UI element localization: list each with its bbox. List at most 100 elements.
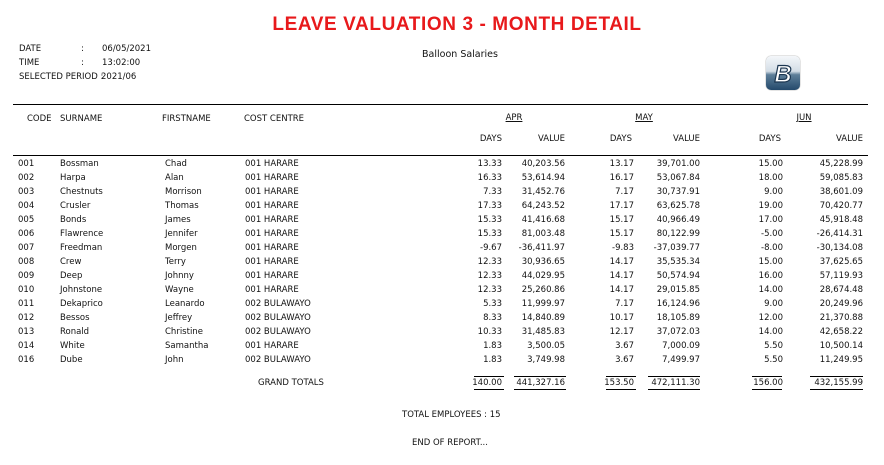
- cell-surname: Deep: [60, 271, 83, 281]
- cell-value-apr: 3,749.98: [527, 355, 565, 365]
- cell-value-apr: 53,614.94: [521, 173, 565, 183]
- cell-days-jun: 17.00: [758, 215, 783, 225]
- cell-value-apr: 64,243.52: [521, 201, 565, 211]
- cell-days-may: 7.17: [615, 299, 634, 309]
- total-employees: TOTAL EMPLOYEES : 15: [402, 410, 501, 420]
- cell-value-may: 16,124.96: [656, 299, 700, 309]
- cell-firstname: Christine: [165, 327, 203, 337]
- cell-value-may: 50,574.94: [656, 271, 700, 281]
- cell-surname: Chestnuts: [60, 187, 103, 197]
- cell-days-jun: -5.00: [761, 229, 783, 239]
- cell-value-jun: 45,918.48: [819, 215, 863, 225]
- cell-surname: Crew: [60, 257, 82, 267]
- end-of-report: END OF REPORT...: [412, 438, 488, 448]
- cell-firstname: James: [165, 215, 191, 225]
- time-value: 13:02:00: [102, 58, 141, 68]
- cell-days-may: 13.17: [609, 159, 634, 169]
- cell-firstname: Morgen: [165, 243, 197, 253]
- cell-days-apr: 1.83: [483, 355, 502, 365]
- cell-value-may: 30,737.91: [656, 187, 700, 197]
- logo-letter: B: [774, 61, 791, 88]
- cell-cost-centre: 002 BULAWAYO: [245, 327, 311, 337]
- cell-value-may: 80,122.99: [656, 229, 700, 239]
- selected-period-value: 2021/06: [101, 72, 137, 82]
- cell-days-apr: 17.33: [477, 201, 502, 211]
- cell-days-apr: 15.33: [477, 215, 502, 225]
- cell-surname: Freedman: [60, 243, 103, 253]
- cell-cost-centre: 001 HARARE: [245, 173, 299, 183]
- cell-cost-centre: 002 BULAWAYO: [245, 313, 311, 323]
- cell-days-may: -9.83: [612, 243, 634, 253]
- cell-value-jun: -26,414.31: [816, 229, 863, 239]
- cell-days-jun: 9.00: [764, 187, 783, 197]
- cell-days-apr: 7.33: [483, 187, 502, 197]
- cell-code: 004: [18, 201, 35, 211]
- cell-value-apr: 11,999.97: [521, 299, 565, 309]
- cell-value-jun: -30,134.08: [816, 243, 863, 253]
- cell-value-apr: 81,003.48: [521, 229, 565, 239]
- report-title: LEAVE VALUATION 3 - MONTH DETAIL: [272, 14, 642, 35]
- cell-surname: Bossman: [60, 159, 99, 169]
- total-value-jun: 432,155.99: [814, 378, 863, 388]
- cell-code: 002: [18, 173, 35, 183]
- cell-cost-centre: 001 HARARE: [245, 257, 299, 267]
- logo-b-icon: B: [774, 60, 793, 88]
- total-underline-days-may: [606, 389, 636, 390]
- total-rule-days-may: [606, 376, 636, 377]
- total-underline-days-jun: [752, 389, 782, 390]
- cell-days-apr: 12.33: [477, 257, 502, 267]
- cell-value-jun: 10,500.14: [819, 341, 863, 351]
- cell-surname: Dekaprico: [60, 299, 103, 309]
- cell-cost-centre: 002 BULAWAYO: [245, 299, 311, 309]
- cell-days-apr: 5.33: [483, 299, 502, 309]
- total-rule-days-apr: [474, 376, 504, 377]
- col-value-apr: VALUE: [538, 134, 565, 144]
- date-value: 06/05/2021: [102, 44, 151, 54]
- cell-cost-centre: 001 HARARE: [245, 229, 299, 239]
- cell-cost-centre: 001 HARARE: [245, 243, 299, 253]
- cell-days-apr: 10.33: [477, 327, 502, 337]
- cell-value-jun: 28,674.48: [819, 285, 863, 295]
- cell-value-apr: -36,411.97: [518, 243, 565, 253]
- cell-days-may: 3.67: [615, 355, 634, 365]
- col-days-may: DAYS: [609, 134, 632, 144]
- cell-days-apr: 12.33: [477, 271, 502, 281]
- cell-surname: Crusler: [60, 201, 91, 211]
- cell-days-may: 3.67: [615, 341, 634, 351]
- cell-value-apr: 3,500.05: [527, 341, 565, 351]
- cell-value-jun: 70,420.77: [819, 201, 863, 211]
- company-logo: B: [766, 56, 800, 90]
- cell-cost-centre: 001 HARARE: [245, 187, 299, 197]
- cell-surname: White: [60, 341, 85, 351]
- date-separator: :: [81, 44, 84, 54]
- cell-value-may: 18,105.89: [656, 313, 700, 323]
- cell-days-jun: 5.50: [764, 355, 783, 365]
- cell-value-jun: 37,625.65: [819, 257, 863, 267]
- table-row: 008 Crew Terry 001 HARARE 12.33 30,936.6…: [0, 257, 884, 271]
- cell-value-may: 7,499.97: [662, 355, 700, 365]
- cell-cost-centre: 001 HARARE: [245, 159, 299, 169]
- total-rule-days-jun: [752, 376, 782, 377]
- cell-value-may: -37,039.77: [653, 243, 700, 253]
- cell-firstname: Terry: [165, 257, 186, 267]
- cell-firstname: Chad: [165, 159, 187, 169]
- total-value-may: 472,111.30: [651, 378, 700, 388]
- time-label: TIME: [19, 58, 40, 68]
- cell-days-jun: 16.00: [758, 271, 783, 281]
- cell-value-jun: 45,228.99: [819, 159, 863, 169]
- cell-value-jun: 20,249.96: [819, 299, 863, 309]
- cell-value-jun: 38,601.09: [819, 187, 863, 197]
- cell-value-jun: 21,370.88: [819, 313, 863, 323]
- table-row: 009 Deep Johnny 001 HARARE 12.33 44,029.…: [0, 271, 884, 285]
- cell-firstname: Alan: [165, 173, 184, 183]
- col-code: CODE: [27, 114, 52, 124]
- cell-firstname: Thomas: [165, 201, 199, 211]
- cell-days-may: 12.17: [609, 327, 634, 337]
- cell-days-apr: 8.33: [483, 313, 502, 323]
- cell-value-may: 53,067.84: [656, 173, 700, 183]
- cell-cost-centre: 001 HARARE: [245, 341, 299, 351]
- cell-days-may: 14.17: [609, 285, 634, 295]
- total-value-apr: 441,327.16: [516, 378, 565, 388]
- cell-days-apr: 13.33: [477, 159, 502, 169]
- col-days-apr: DAYS: [479, 134, 502, 144]
